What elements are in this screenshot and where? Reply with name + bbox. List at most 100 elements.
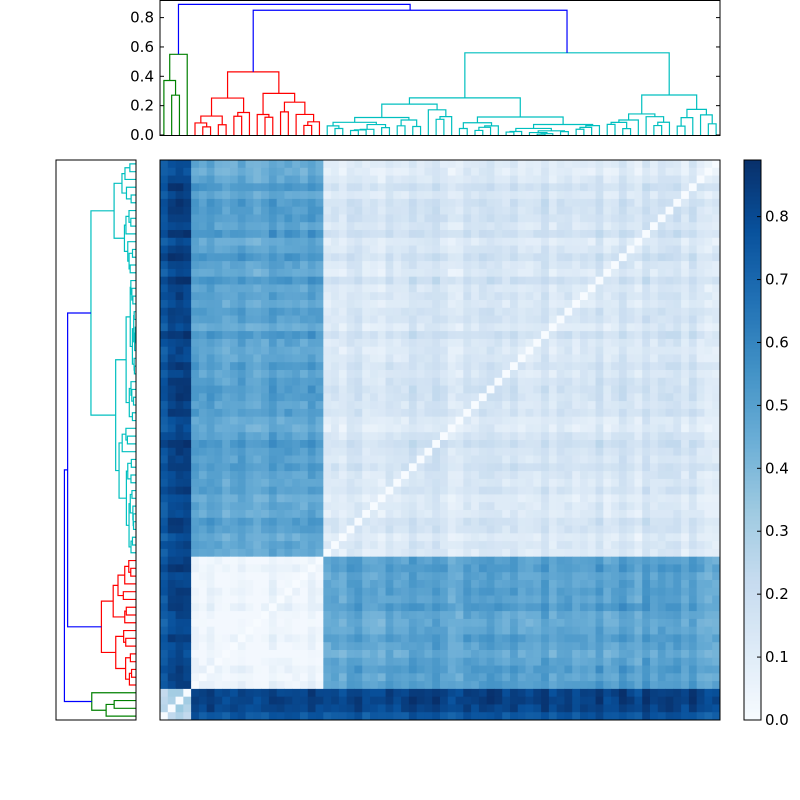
heatmap-cell	[486, 533, 495, 542]
heatmap-cell	[432, 650, 441, 659]
heatmap-cell	[206, 268, 215, 278]
heatmap-cell	[556, 556, 565, 565]
heatmap-cell	[611, 354, 620, 363]
dendrogram-link	[303, 124, 313, 135]
heatmap-cell	[315, 541, 324, 550]
heatmap-cell	[603, 572, 612, 581]
heatmap-cell	[362, 673, 371, 682]
dendrogram-link	[509, 130, 523, 135]
heatmap-cell	[510, 370, 519, 379]
heatmap-cell	[440, 650, 449, 659]
heatmap-cell	[603, 634, 612, 643]
heatmap-cell	[377, 517, 386, 526]
heatmap-cell	[198, 253, 208, 262]
heatmap-cell	[463, 548, 472, 558]
heatmap-cell	[626, 618, 635, 628]
heatmap-cell	[681, 292, 690, 301]
heatmap-cell	[673, 673, 682, 682]
heatmap-cell	[261, 160, 270, 169]
heatmap-cell	[564, 455, 573, 464]
heatmap-cell	[486, 432, 495, 441]
heatmap-cell	[214, 525, 223, 534]
heatmap-cell	[362, 338, 371, 348]
heatmap-cell	[634, 642, 643, 651]
heatmap-cell	[696, 626, 705, 635]
heatmap-cell	[268, 587, 278, 596]
heatmap-cell	[191, 245, 200, 254]
heatmap-cell	[486, 548, 495, 558]
heatmap-cell	[548, 650, 558, 659]
heatmap-cell	[167, 510, 176, 519]
heatmap-cell	[455, 525, 464, 534]
heatmap-cell	[704, 642, 713, 651]
heatmap-cell	[237, 595, 246, 604]
heatmap-cell	[331, 214, 340, 223]
heatmap-cell	[198, 370, 208, 379]
heatmap-cell	[377, 541, 386, 550]
heatmap-cell	[447, 587, 456, 596]
heatmap-cell	[564, 175, 573, 184]
heatmap-cell	[533, 191, 542, 200]
heatmap-cell	[688, 323, 698, 332]
heatmap-cell	[440, 160, 449, 169]
heatmap-cell	[175, 595, 184, 604]
heatmap-cell	[611, 307, 620, 316]
heatmap-cell	[704, 525, 713, 534]
dendrogram-link	[129, 163, 136, 173]
heatmap-cell	[276, 214, 285, 223]
heatmap-cell	[315, 525, 324, 534]
heatmap-cell	[183, 650, 192, 659]
heatmap-cell	[175, 268, 184, 278]
heatmap-cell	[564, 346, 573, 355]
heatmap-cell	[245, 463, 254, 472]
heatmap-cell	[688, 502, 698, 511]
heatmap-cell	[595, 440, 604, 449]
heatmap-cell	[385, 642, 394, 651]
heatmap-cell	[517, 650, 526, 659]
heatmap-cell	[502, 377, 511, 386]
heatmap-cell	[230, 478, 239, 488]
heatmap-cell	[478, 564, 488, 573]
heatmap-cell	[440, 572, 449, 581]
heatmap-cell	[354, 440, 363, 449]
heatmap-cell	[432, 447, 441, 456]
heatmap-cell	[634, 447, 643, 456]
heatmap-cell	[214, 580, 223, 589]
heatmap-cell	[587, 587, 596, 596]
heatmap-cell	[362, 191, 371, 200]
heatmap-cell	[245, 276, 254, 285]
heatmap-cell	[338, 455, 348, 464]
heatmap-cell	[183, 191, 192, 200]
heatmap-cell	[517, 206, 526, 215]
heatmap-cell	[533, 432, 542, 441]
heatmap-cell	[611, 315, 620, 324]
heatmap-cell	[463, 292, 472, 301]
heatmap-cell	[595, 408, 604, 418]
heatmap-cell	[541, 222, 550, 231]
heatmap-cell	[626, 478, 635, 488]
heatmap-cell	[502, 385, 511, 394]
heatmap-cell	[502, 657, 511, 666]
heatmap-cell	[704, 564, 713, 573]
heatmap-cell	[665, 587, 674, 596]
heatmap-cell	[572, 323, 581, 332]
heatmap-cell	[712, 533, 721, 542]
heatmap-cell	[626, 673, 635, 682]
heatmap-cell	[455, 377, 464, 386]
heatmap-cell	[393, 401, 402, 410]
heatmap-cell	[230, 440, 239, 449]
heatmap-cell	[548, 292, 558, 301]
heatmap-cell	[548, 416, 558, 425]
heatmap-cell	[688, 650, 698, 659]
heatmap-cell	[572, 580, 581, 589]
heatmap-cell	[315, 665, 324, 674]
heatmap-cell	[323, 261, 332, 270]
heatmap-cell	[253, 245, 262, 254]
heatmap-cell	[618, 338, 628, 348]
heatmap-cell	[541, 486, 550, 495]
heatmap-cell	[245, 626, 254, 635]
heatmap-cell	[455, 191, 464, 200]
heatmap-cell	[416, 214, 425, 223]
heatmap-cell	[393, 650, 402, 659]
dendrogram-link	[641, 94, 698, 114]
